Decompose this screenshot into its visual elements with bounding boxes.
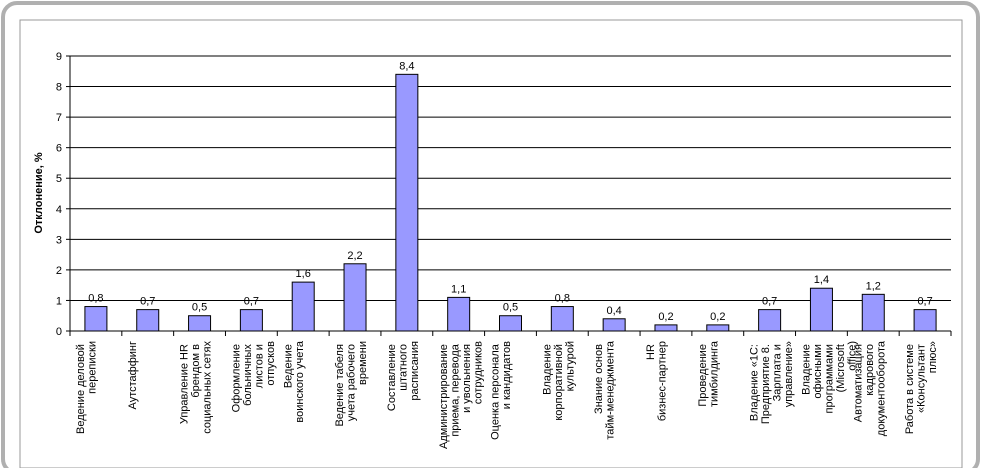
value-label: 0,7 [244,296,259,308]
x-tick-label: Владение корпоративной культурой [541,341,576,421]
value-label: 2,2 [347,250,362,262]
y-tick-label: 8 [56,82,62,94]
x-tick-label: Управление HR брендом в социальных сетях [179,341,214,434]
y-tick-label: 0 [56,326,62,338]
value-label: 0,7 [917,296,932,308]
y-tick-label: 1 [56,295,62,307]
bar [809,287,833,332]
bar [239,309,263,332]
bar [291,281,315,332]
bar [84,306,108,332]
plot-frame [19,19,963,468]
x-tick-label: Проведение тимбилдинга [697,340,721,407]
value-label: 1,1 [451,283,466,295]
x-tick-label: Администрирование приема, перевода и уво… [438,341,485,449]
x-tick-label: Знание основ тайм-менеджмента [593,340,617,439]
x-tick-label: HR бизнес-партнер [645,341,669,421]
value-label: 0,8 [555,293,570,305]
bar [395,73,419,332]
x-tick-label: Владение «1С: Предприятие 8. Зарплата и … [749,341,796,424]
value-label: 1,4 [814,274,829,286]
bar [499,315,522,332]
value-label: 8,4 [399,60,414,72]
x-tick-label: Аутстаффинг [127,341,139,410]
bar [861,293,885,332]
y-tick-label: 4 [56,204,62,216]
value-label: 1,6 [296,268,311,280]
bar [758,309,782,332]
bar [706,324,730,332]
y-tick-label: 7 [56,112,62,124]
y-tick-label: 2 [56,265,62,277]
bar [136,309,160,332]
x-tick-label: Ведение табеля учета рабочего времени [334,341,369,427]
x-tick-label: Ведение воинского учета [282,340,306,422]
y-tick-label: 3 [56,234,62,246]
bar [188,315,212,332]
x-tick-label: Автоматизация кадрового документооборота [852,340,887,436]
value-label: 0,7 [762,296,777,308]
value-label: 0,7 [140,296,155,308]
value-label: 0,5 [192,302,207,314]
bar [447,296,471,332]
y-tick-label: 5 [56,173,62,185]
bar [343,263,367,332]
value-label: 0,5 [503,302,518,314]
y-axis-label: Отклонение, % [33,152,45,234]
bar [602,318,626,332]
x-tick-label: Ведение деловой переписки [75,341,99,434]
bar [654,324,678,332]
x-tick-label: Владение офисными программами (Microsoft… [801,341,859,413]
x-tick-label: Составление штатного расписания [386,341,421,411]
x-tick-label: Оценка персонала и кандидатов [490,341,514,440]
value-label: 0,2 [710,311,725,323]
value-label: 0,4 [606,305,621,317]
value-label: 1,2 [866,280,881,292]
x-tick-label: Оформление больничных листов и отпусков [230,341,277,412]
y-tick-label: 9 [56,51,62,63]
value-label: 0,8 [88,293,103,305]
y-tick-label: 6 [56,143,62,155]
bar [913,309,937,332]
x-tick-label: Работа в системе «Консультант плюс» [904,341,939,434]
bar [550,306,574,332]
value-label: 0,2 [658,311,673,323]
